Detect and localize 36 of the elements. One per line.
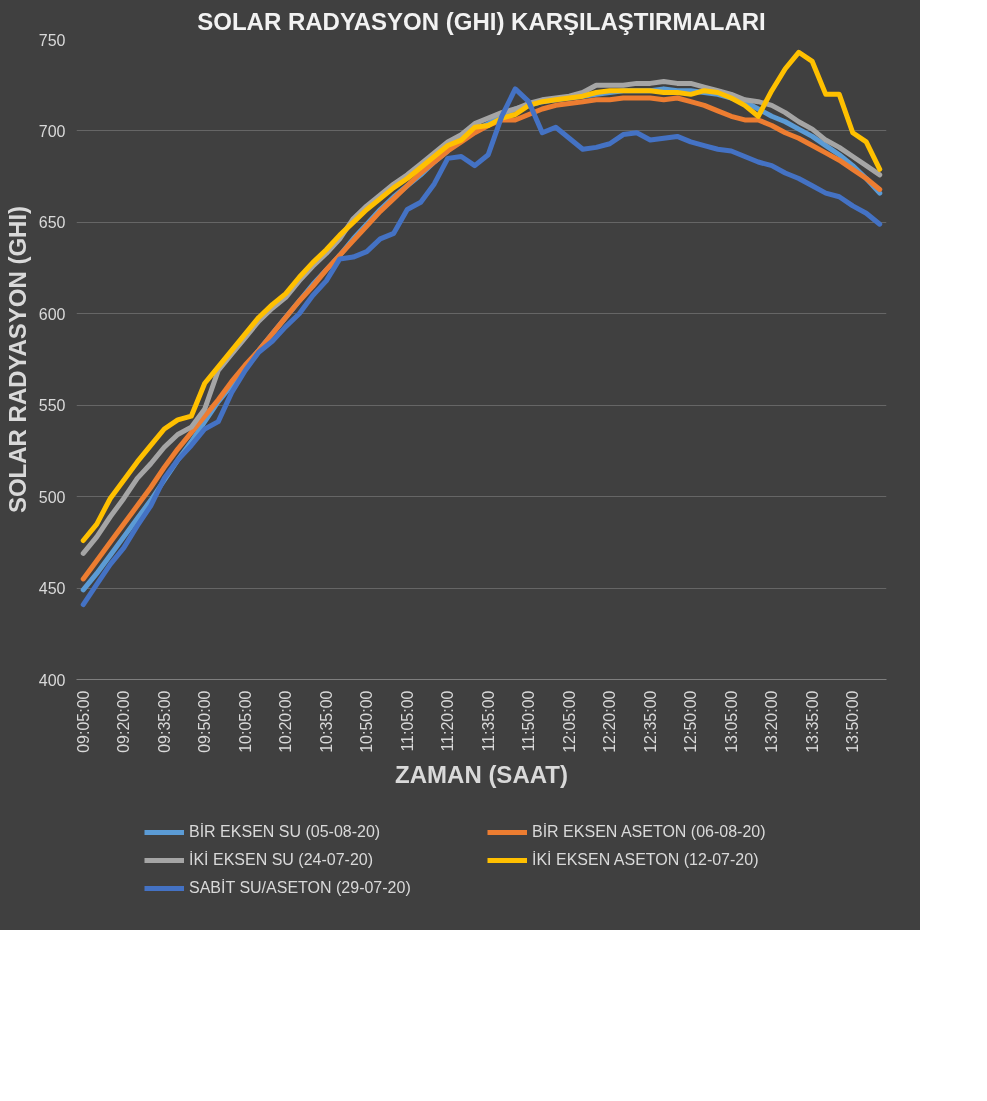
legend-label: BİR EKSEN SU (05-08-20) <box>189 823 382 841</box>
x-tick-label: 11:50:00 <box>520 690 538 752</box>
legend-label: SABİT SU/ASETON (29-07-20) <box>189 879 412 897</box>
y-axis-title: SOLAR RADYASYON (GHI) <box>3 205 31 514</box>
x-tick-label: 12:05:00 <box>560 690 578 753</box>
legend-label: BİR EKSEN ASETON (06-08-20) <box>532 823 767 841</box>
x-tick-label: 10:35:00 <box>317 690 335 753</box>
legend-label: İKİ EKSEN ASETON (12-07-20) <box>532 851 760 869</box>
x-tick-label: 12:35:00 <box>641 690 659 753</box>
x-tick-label: 09:50:00 <box>196 690 214 753</box>
y-tick-label: 500 <box>38 488 66 506</box>
x-tick-label: 12:50:00 <box>682 690 700 753</box>
x-tick-label: 13:20:00 <box>763 690 781 753</box>
x-tick-label: 12:20:00 <box>601 690 619 753</box>
y-tick-label: 450 <box>38 580 66 598</box>
x-tick-label: 13:50:00 <box>844 690 862 753</box>
x-tick-label: 13:05:00 <box>722 690 740 753</box>
x-tick-label: 09:20:00 <box>115 690 133 753</box>
x-tick-label: 09:05:00 <box>74 690 92 753</box>
y-tick-label: 550 <box>38 397 66 415</box>
y-tick-label: 650 <box>38 214 66 232</box>
chart-title: SOLAR RADYASYON (GHI) KARŞILAŞTIRMALARI <box>197 7 766 35</box>
y-tick-label: 400 <box>38 671 66 689</box>
x-tick-label: 10:20:00 <box>277 690 295 753</box>
x-tick-label: 13:35:00 <box>803 690 821 753</box>
x-tick-label: 10:05:00 <box>236 690 254 753</box>
x-tick-label: 10:50:00 <box>358 690 376 753</box>
y-tick-label: 600 <box>38 305 66 323</box>
x-tick-label: 11:35:00 <box>479 690 497 752</box>
x-tick-label: 11:20:00 <box>439 690 457 752</box>
x-axis-title: ZAMAN (SAAT) <box>395 760 568 788</box>
y-tick-label: 750 <box>38 31 66 49</box>
x-tick-label: 11:05:00 <box>398 690 416 752</box>
legend-label: İKİ EKSEN SU (24-07-20) <box>189 851 375 869</box>
x-tick-label: 09:35:00 <box>155 690 173 753</box>
y-tick-label: 700 <box>38 122 66 140</box>
